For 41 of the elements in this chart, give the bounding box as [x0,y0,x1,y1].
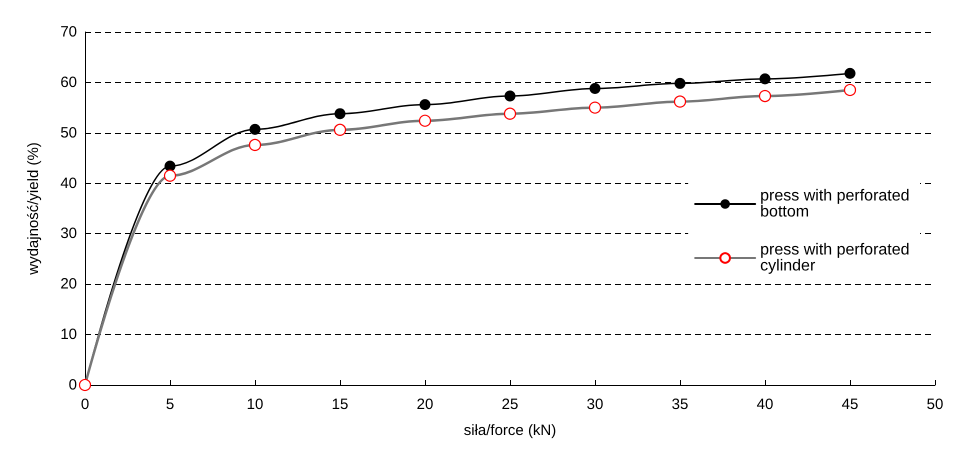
x-tick-label: 10 [246,396,264,413]
x-tick-label: 5 [166,396,174,413]
point [844,68,856,79]
point [250,124,260,135]
y-tick-label: 20 [60,276,77,293]
x-tick-label: 45 [842,396,858,413]
x-tick-label: 15 [332,396,348,413]
y-tick-label: 50 [60,124,77,142]
x-tick-label: 25 [502,396,518,413]
point [504,108,516,120]
x-tick-label: 50 [926,396,944,413]
x-tick-label: 0 [80,396,90,413]
y-axis-title: wydajność/yield (%) [25,142,42,276]
point [420,99,430,110]
point [164,160,176,172]
legend-label: press with perforated bottom [760,188,914,220]
point [334,124,346,136]
point [760,73,770,84]
x-tick-label: 40 [756,396,774,413]
point [674,78,686,89]
y-tick-label: 70 [60,24,77,40]
point [504,90,516,102]
point [418,114,432,127]
x-tick-label: 30 [586,396,604,413]
y-tick-label: 10 [60,326,77,344]
x-tick-label: 35 [672,396,688,413]
point [844,84,856,96]
point [758,90,772,102]
x-tick-label: 20 [416,396,434,413]
y-tick-label: 40 [60,174,77,192]
point [590,82,600,94]
legend-label: press with perforated cylinder [760,242,914,274]
y-tick-label: 30 [60,225,77,242]
x-axis-title: siła/force (kN) [464,422,556,439]
point [334,108,346,120]
y-tick-label: 60 [60,74,77,91]
point [248,138,262,152]
point [588,102,602,114]
point [674,95,686,108]
point [164,170,176,182]
y-tick-label: 0 [68,376,77,394]
